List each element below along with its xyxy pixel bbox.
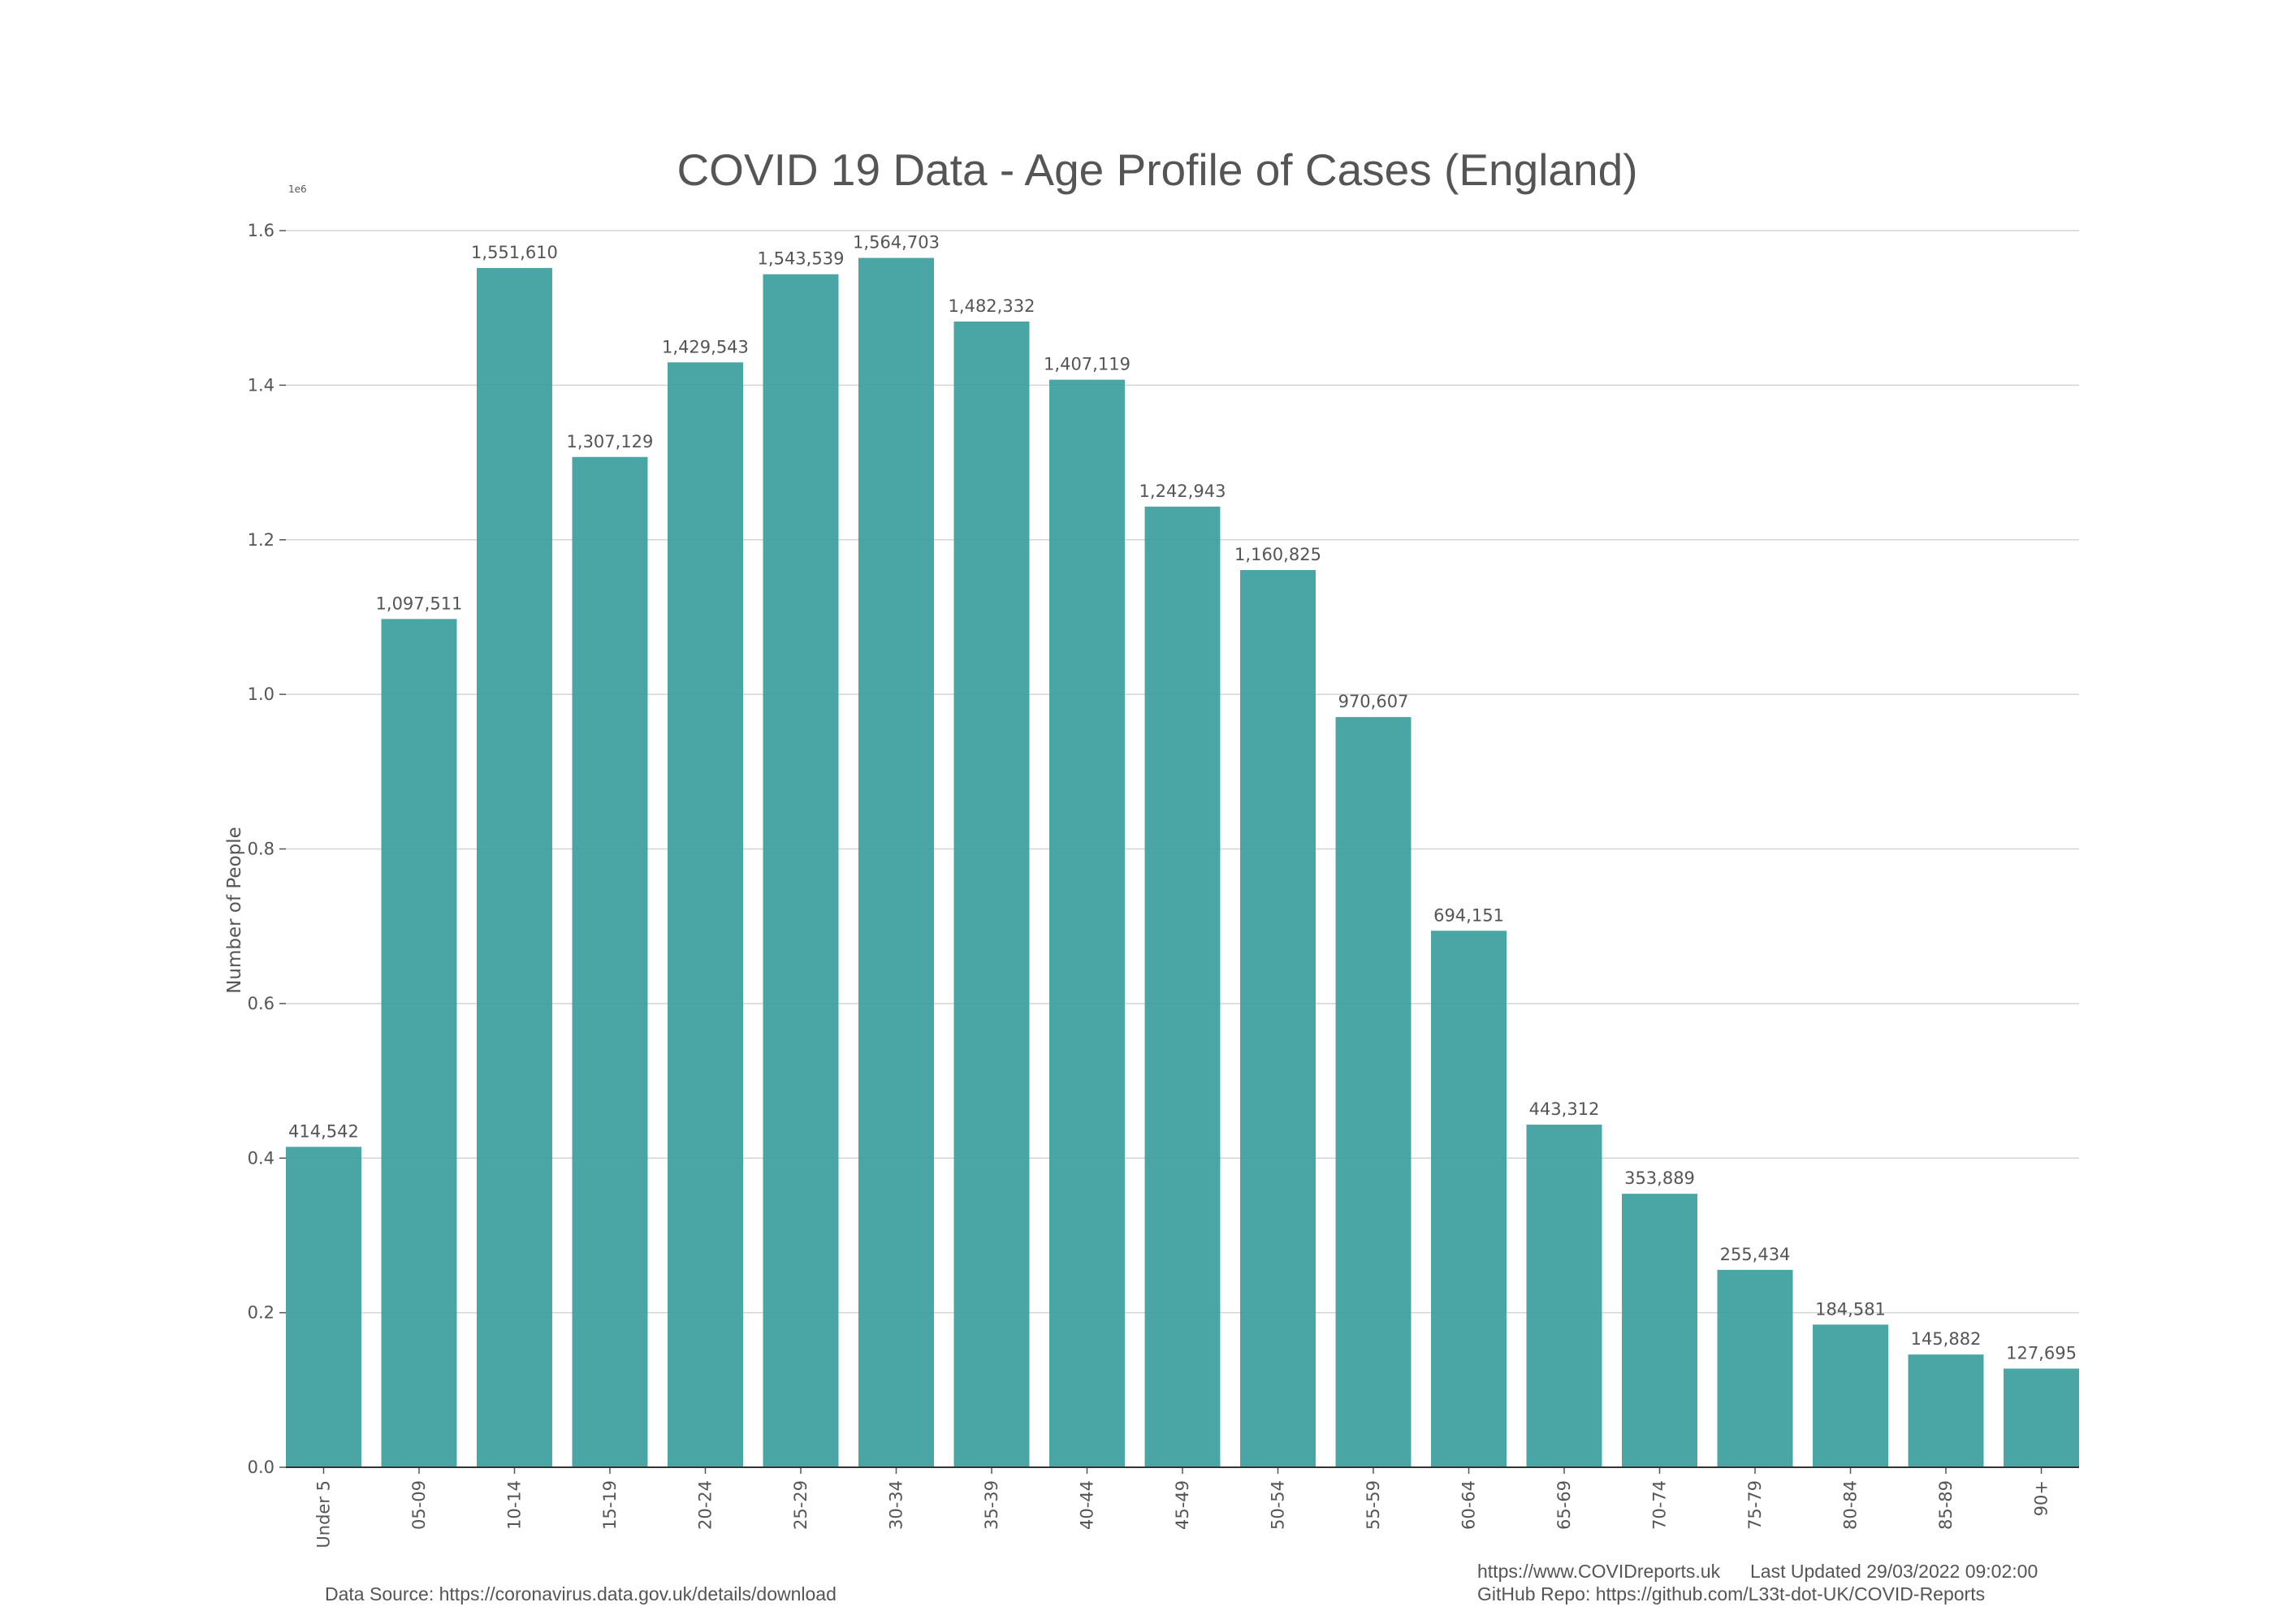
- bar: [1622, 1194, 1697, 1467]
- bar: [477, 268, 552, 1467]
- x-tick-label: 65-69: [1554, 1480, 1574, 1530]
- bar: [1526, 1125, 1602, 1467]
- x-tick-label: Under 5: [313, 1480, 333, 1548]
- x-tick-label: 25-29: [791, 1480, 811, 1530]
- bar: [1431, 931, 1507, 1467]
- data-label: 970,607: [1338, 692, 1409, 711]
- bar: [858, 257, 934, 1467]
- x-tick-label: 15-19: [600, 1480, 620, 1530]
- data-label: 255,434: [1720, 1245, 1791, 1264]
- x-tick-label: 90+: [2032, 1480, 2051, 1516]
- bar: [1717, 1269, 1793, 1467]
- data-label: 1,543,539: [758, 249, 845, 269]
- y-axis-ticks: 0.0 0.2 0.4 0.6 0.8 1.0 1.2 1.4 1.6: [248, 221, 286, 1477]
- data-label: 414,542: [288, 1121, 359, 1141]
- chart-title: COVID 19 Data - Age Profile of Cases (En…: [677, 145, 1637, 195]
- data-labels: 414,542 1,097,511 1,551,610 1,307,129 1,429,…: [288, 233, 2077, 1363]
- bar: [2004, 1368, 2079, 1467]
- y-tick-label: 0.0: [248, 1458, 275, 1477]
- x-tick-label: 75-79: [1745, 1480, 1765, 1530]
- bar: [1335, 717, 1412, 1467]
- x-tick-label: 55-59: [1364, 1480, 1383, 1530]
- data-label: 1,564,703: [853, 233, 940, 253]
- x-tick-label: 40-44: [1077, 1480, 1096, 1530]
- data-label: 145,882: [1911, 1329, 1982, 1349]
- y-tick-label: 0.4: [248, 1148, 275, 1168]
- y-tick-label: 0.8: [248, 840, 275, 859]
- x-tick-label: 80-84: [1841, 1480, 1861, 1530]
- data-label: 1,160,825: [1234, 545, 1321, 564]
- bars: [286, 257, 2079, 1468]
- bar: [1908, 1354, 1984, 1467]
- bar: [572, 456, 648, 1467]
- x-tick-label: 30-34: [886, 1480, 906, 1530]
- last-updated-text: Last Updated 29/03/2022 09:02:00: [1750, 1561, 2038, 1582]
- y-tick-label: 0.2: [248, 1303, 275, 1323]
- x-tick-label: 20-24: [695, 1480, 715, 1530]
- data-label: 1,307,129: [567, 432, 654, 451]
- data-label: 694,151: [1433, 905, 1504, 925]
- data-label: 1,429,543: [662, 337, 749, 356]
- bar: [1813, 1324, 1888, 1467]
- x-tick-label: 70-74: [1650, 1480, 1670, 1530]
- y-tick-label: 1.2: [248, 530, 275, 550]
- x-tick-label: 60-64: [1459, 1480, 1479, 1530]
- x-tick-label: 85-89: [1936, 1480, 1956, 1530]
- data-source-text: Data Source: https://coronavirus.data.go…: [325, 1583, 837, 1605]
- x-tick-label: 50-54: [1269, 1480, 1288, 1530]
- bar: [381, 619, 457, 1468]
- y-tick-label: 1.4: [248, 375, 275, 395]
- bar: [668, 362, 743, 1467]
- bar: [1144, 506, 1221, 1467]
- github-link[interactable]: GitHub Repo: https://github.com/L33t-dot…: [1477, 1583, 1986, 1605]
- data-label: 353,889: [1624, 1168, 1695, 1188]
- data-label: 127,695: [2006, 1343, 2077, 1363]
- y-axis-label: Number of People: [224, 827, 245, 994]
- y-tick-label: 0.6: [248, 994, 275, 1013]
- data-label: 1,097,511: [376, 594, 463, 613]
- data-label: 443,312: [1529, 1099, 1600, 1119]
- x-axis-ticks: Under 5 05-09 10-14 15-19 20-24 25-29 30-34 35-…: [313, 1467, 2051, 1548]
- y-axis-offset-label: 1e6: [288, 184, 307, 195]
- data-label: 1,482,332: [949, 296, 1035, 316]
- data-label: 184,581: [1815, 1299, 1886, 1319]
- website-link[interactable]: https://www.COVIDreports.uk: [1477, 1561, 1721, 1582]
- x-tick-label: 35-39: [982, 1480, 1001, 1530]
- data-label: 1,242,943: [1139, 482, 1226, 501]
- x-tick-label: 10-14: [504, 1480, 524, 1530]
- bar: [763, 274, 839, 1468]
- y-tick-label: 1.0: [248, 685, 275, 704]
- x-tick-label: 45-49: [1173, 1480, 1192, 1530]
- bar: [953, 322, 1030, 1467]
- data-label: 1,551,610: [471, 243, 558, 262]
- bar: [1240, 570, 1316, 1467]
- bar: [1049, 379, 1125, 1467]
- y-tick-label: 1.6: [248, 221, 275, 240]
- data-label: 1,407,119: [1044, 355, 1131, 374]
- x-tick-label: 05-09: [409, 1480, 429, 1530]
- bar: [286, 1147, 361, 1467]
